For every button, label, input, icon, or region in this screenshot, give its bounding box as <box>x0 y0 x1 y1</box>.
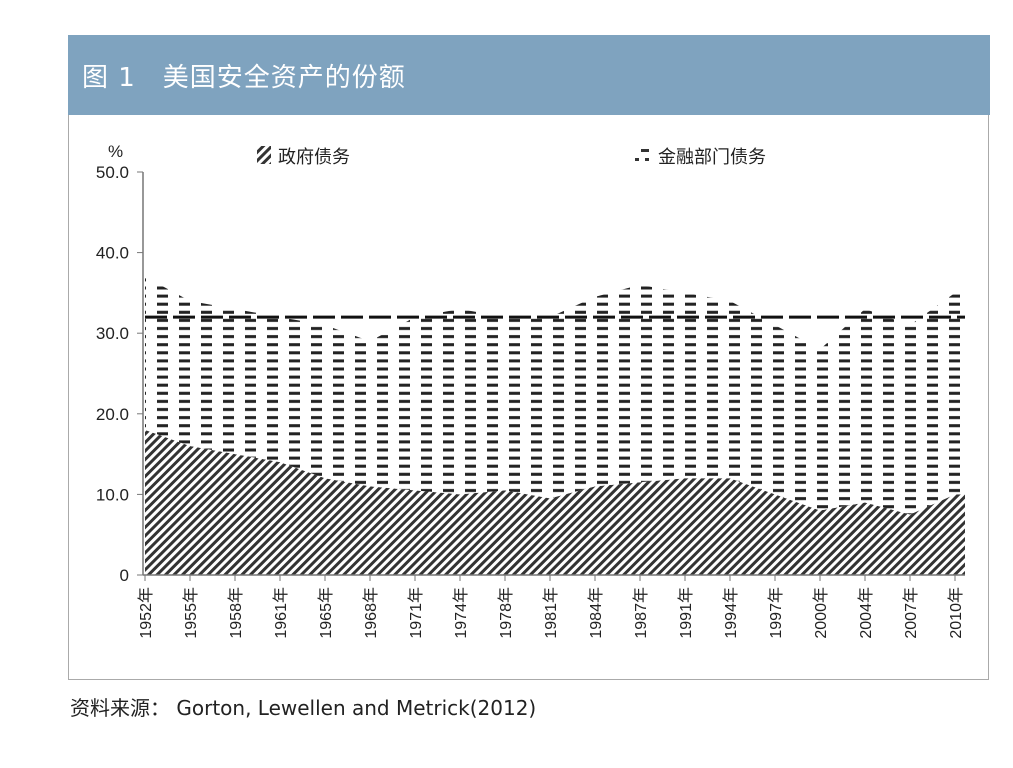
x-tick-label: 1981年 <box>542 587 560 639</box>
x-tick-label: 1997年 <box>767 587 785 639</box>
y-tick-label: 20.0 <box>96 405 129 424</box>
x-tick-label: 1961年 <box>272 587 290 639</box>
legend-swatch-government <box>257 146 271 164</box>
x-tick-label: 2007年 <box>902 587 920 639</box>
y-tick-label: 30.0 <box>96 324 129 343</box>
legend: 政府债务 金融部门债务 <box>257 146 766 167</box>
area-government-debt <box>145 429 965 575</box>
y-tick-label: 10.0 <box>96 485 129 504</box>
area-financial-sector-debt <box>145 276 965 515</box>
figure-header: 图 1 美国安全资产的份额 <box>68 35 990 115</box>
y-tick-label: 50.0 <box>96 163 129 182</box>
x-tick-label: 1994年 <box>722 587 740 639</box>
x-tick-label: 1978年 <box>497 587 515 639</box>
x-tick-label: 1955年 <box>182 587 200 639</box>
figure-title: 图 1 美国安全资产的份额 <box>82 63 406 93</box>
x-tick-label: 2010年 <box>947 587 965 639</box>
legend-label-government: 政府债务 <box>278 147 350 167</box>
y-tick-label: 0 <box>120 566 129 585</box>
y-axis-unit: % <box>108 142 123 161</box>
x-tick-label: 1952年 <box>137 587 155 639</box>
chart-frame <box>68 115 989 680</box>
y-tick-label: 40.0 <box>96 244 129 263</box>
legend-swatch-financial <box>635 149 649 161</box>
x-tick-label: 2004年 <box>857 587 875 639</box>
x-tick-label: 1971年 <box>407 587 425 639</box>
x-tick-label: 1958年 <box>227 587 245 639</box>
x-tick-label: 1991年 <box>677 587 695 639</box>
x-tick-label: 2000年 <box>812 587 830 639</box>
x-tick-label: 1968年 <box>362 587 380 639</box>
x-tick-label: 1987年 <box>632 587 650 639</box>
legend-label-financial: 金融部门债务 <box>658 147 766 167</box>
x-tick-label: 1984年 <box>587 587 605 639</box>
x-tick-label: 1965年 <box>317 587 335 639</box>
x-tick-label: 1974年 <box>452 587 470 639</box>
source-note: 资料来源： Gorton, Lewellen and Metrick(2012) <box>70 696 537 720</box>
